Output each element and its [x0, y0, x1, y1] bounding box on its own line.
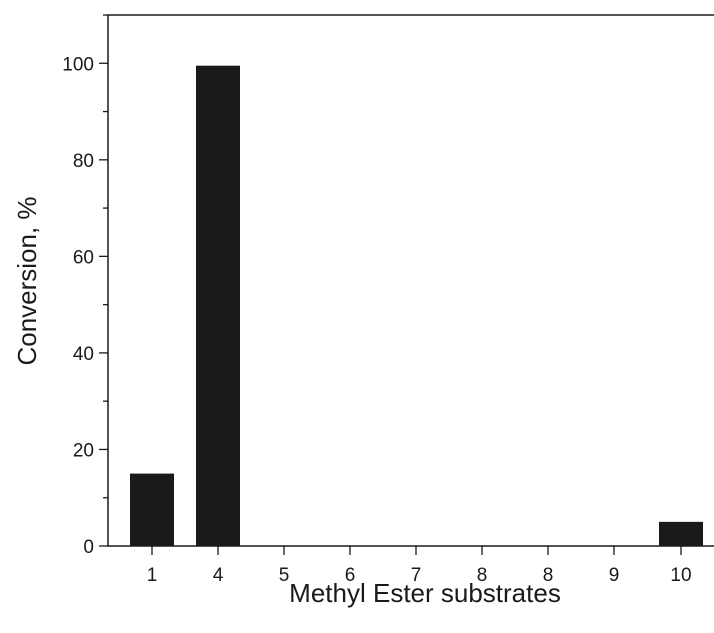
bar	[130, 473, 174, 546]
x-tick-label: 6	[345, 565, 356, 586]
x-tick-label: 4	[213, 565, 224, 586]
x-tick-label: 10	[670, 565, 691, 586]
y-tick-label: 100	[62, 54, 94, 75]
bars	[130, 65, 703, 546]
x-tick-label: 8	[477, 565, 488, 586]
x-tick-label: 7	[411, 565, 422, 586]
y-tick-label: 0	[83, 537, 94, 558]
y-tick-label: 60	[73, 247, 94, 268]
y-tick-label: 40	[73, 344, 94, 365]
y-tick-label: 20	[73, 440, 94, 461]
y-axis-title: Conversion, %	[12, 196, 42, 365]
y-axis-ticks: 0 20 40 60 80 100	[62, 14, 108, 558]
x-tick-label: 1	[147, 565, 158, 586]
plot-frame	[107, 14, 714, 547]
bar	[659, 521, 703, 546]
x-tick-label: 8	[543, 565, 554, 586]
x-tick-label: 9	[609, 565, 620, 586]
x-tick-label: 5	[279, 565, 290, 586]
y-tick-label: 80	[73, 151, 94, 172]
x-axis-ticks: 1 4 5 6 7 8 8 9 10	[147, 546, 692, 586]
x-axis-title: Methyl Ester substrates	[289, 578, 561, 608]
bar	[196, 65, 240, 546]
